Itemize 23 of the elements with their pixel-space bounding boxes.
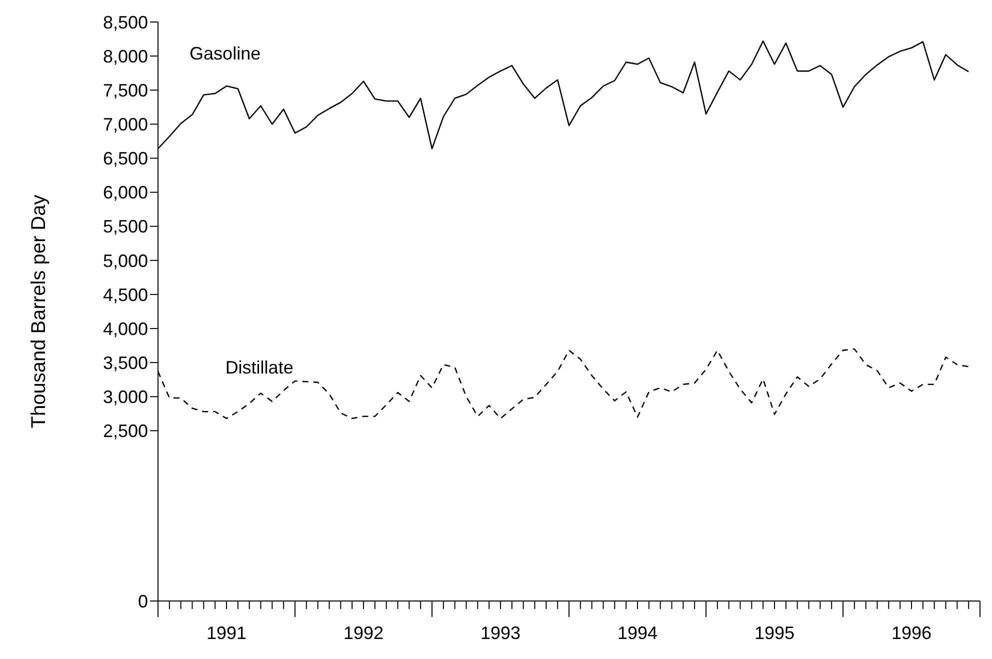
y-tick-label: 7,500 (102, 80, 148, 101)
y-tick-label: 5,000 (102, 250, 148, 271)
y-tick-label: 6,000 (102, 182, 148, 203)
y-tick-label: 6,500 (102, 148, 148, 169)
x-tick-label: 1996 (891, 623, 932, 643)
y-tick-label: 7,000 (102, 114, 148, 135)
y-tick-label: 4,000 (102, 318, 148, 339)
x-tick-label: 1992 (343, 623, 384, 643)
y-axis-title: Thousand Barrels per Day (28, 194, 50, 428)
series-label: Distillate (225, 357, 294, 378)
y-tick-label: 0 (138, 591, 148, 612)
y-tick-label: 8,000 (102, 46, 148, 66)
x-tick-label: 1991 (206, 623, 247, 643)
y-tick-label: 3,500 (102, 352, 148, 373)
y-tick-label: 3,000 (102, 387, 148, 408)
y-tick-label: 2,500 (102, 421, 148, 442)
x-tick-label: 1994 (617, 623, 658, 643)
y-tick-label: 5,500 (102, 216, 148, 237)
x-tick-label: 1995 (754, 623, 795, 643)
x-tick-label: 1993 (480, 623, 521, 643)
y-tick-label: 4,500 (102, 284, 148, 305)
series-label: Gasoline (190, 44, 261, 64)
y-tick-label: 8,500 (102, 12, 148, 32)
